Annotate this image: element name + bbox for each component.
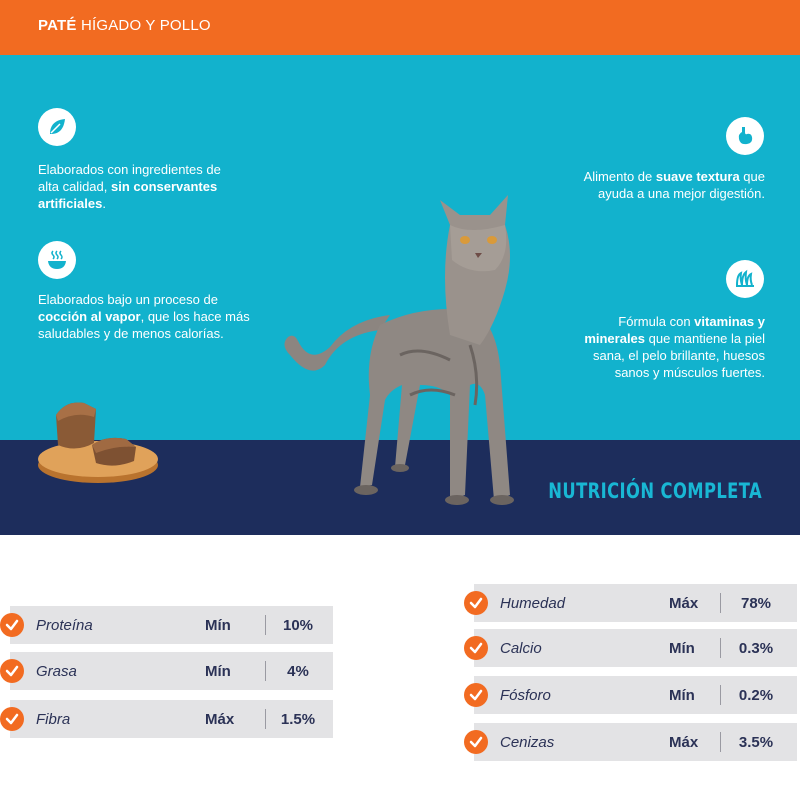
nutrition-row-ash: Cenizas Máx 3.5% — [464, 723, 797, 761]
nutrient-limit: Máx — [669, 734, 699, 751]
nutrient-value: 0.3% — [738, 640, 774, 657]
cat-image — [284, 195, 514, 505]
row-divider — [720, 593, 721, 613]
row-divider — [720, 685, 721, 705]
row-divider — [265, 615, 266, 635]
check-icon — [464, 636, 488, 660]
check-icon — [0, 659, 24, 683]
nutrient-name: Proteína — [36, 617, 93, 634]
nutrient-name: Fósforo — [500, 687, 551, 704]
steaming-bowl-icon — [38, 241, 76, 279]
nutrition-row-protein: Proteína Mín 10% — [0, 606, 333, 644]
tagline-text: NUTRICIÓN COMPLETA — [548, 479, 762, 503]
nutrition-row-calcium: Calcio Mín 0.3% — [464, 629, 797, 667]
pate-plate-image — [38, 402, 158, 483]
nutrient-value: 0.2% — [738, 687, 774, 704]
check-icon — [464, 591, 488, 615]
nutrient-limit: Mín — [205, 663, 231, 680]
nutrient-limit: Mín — [669, 687, 695, 704]
cat-fur-icon — [726, 260, 764, 298]
nutrient-limit: Mín — [669, 640, 695, 657]
product-title-bold: PATÉ — [38, 17, 77, 34]
nutrient-name: Grasa — [36, 663, 77, 680]
product-title-rest: HÍGADO Y POLLO — [76, 17, 211, 34]
feature-vitamins-text: Fórmula con vitaminas y minerales que ma… — [584, 314, 765, 380]
nutrient-name: Cenizas — [500, 734, 555, 751]
nutrient-name: Calcio — [500, 640, 542, 657]
hero-banner: Elaborados con ingredientes de alta cali… — [0, 55, 800, 535]
check-icon — [0, 613, 24, 637]
nutrition-row-fiber: Fibra Máx 1.5% — [0, 700, 333, 738]
nutrient-limit: Máx — [669, 595, 699, 612]
feature-steam-text: Elaborados bajo un proceso de cocción al… — [38, 292, 250, 341]
header-bar: PATÉ HÍGADO Y POLLO — [0, 0, 800, 55]
nutrient-name: Fibra — [36, 711, 71, 728]
nutrient-value: 3.5% — [738, 734, 774, 751]
leaf-icon — [38, 108, 76, 146]
nutrient-value: 4% — [287, 663, 309, 680]
nutrient-value: 78% — [740, 595, 772, 612]
row-divider — [720, 732, 721, 752]
check-icon — [464, 683, 488, 707]
nutrition-row-moisture: Humedad Máx 78% — [464, 584, 797, 622]
row-divider — [720, 638, 721, 658]
nutrient-value: 10% — [282, 617, 314, 634]
check-icon — [464, 730, 488, 754]
nutrient-limit: Mín — [205, 617, 231, 634]
nutrient-name: Humedad — [500, 595, 566, 612]
feature-ingredients-text: Elaborados con ingredientes de alta cali… — [38, 162, 221, 211]
nutrition-row-phosphorus: Fósforo Mín 0.2% — [464, 676, 797, 714]
nutrient-value: 1.5% — [280, 711, 316, 728]
stomach-icon — [726, 117, 764, 155]
check-icon — [0, 707, 24, 731]
nutrient-limit: Máx — [205, 711, 235, 728]
row-divider — [265, 709, 266, 729]
nutrition-row-fat: Grasa Mín 4% — [0, 652, 333, 690]
product-title: PATÉ HÍGADO Y POLLO — [38, 17, 211, 34]
row-divider — [265, 661, 266, 681]
feature-texture-text: Alimento de suave textura que ayuda a un… — [583, 169, 765, 201]
